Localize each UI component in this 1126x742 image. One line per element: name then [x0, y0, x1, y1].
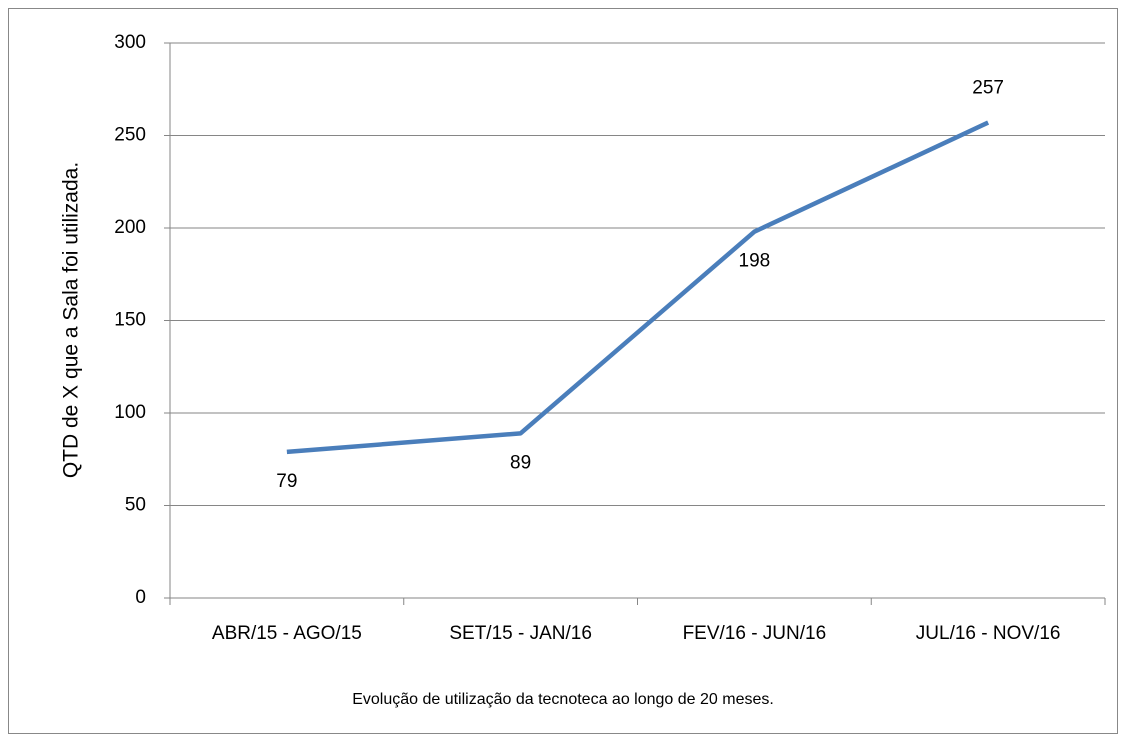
- y-tick-label: 0: [135, 587, 146, 608]
- x-tick-label: FEV/16 - JUN/16: [683, 623, 827, 644]
- y-tick-label: 150: [114, 310, 146, 331]
- y-tick-label: 300: [114, 32, 146, 53]
- data-label: 79: [276, 471, 297, 492]
- x-tick-label: JUL/16 - NOV/16: [916, 623, 1061, 644]
- x-tick-label: ABR/15 - AGO/15: [212, 623, 362, 644]
- data-label: 257: [972, 78, 1004, 99]
- data-label: 89: [510, 452, 531, 473]
- y-tick-label: 200: [114, 217, 146, 238]
- y-tick-label: 250: [114, 125, 146, 146]
- y-tick-label: 100: [114, 402, 146, 423]
- y-tick-label: 50: [125, 495, 146, 516]
- x-axis-label: Evolução de utilização da tecnoteca ao l…: [352, 691, 774, 708]
- data-label: 198: [739, 251, 771, 272]
- chart-border: [8, 8, 1118, 734]
- line-series: [286, 120, 990, 455]
- y-axis-label: QTD de X que a Sala foi utilizada.: [60, 162, 83, 478]
- x-tick-label: SET/15 - JAN/16: [449, 623, 592, 644]
